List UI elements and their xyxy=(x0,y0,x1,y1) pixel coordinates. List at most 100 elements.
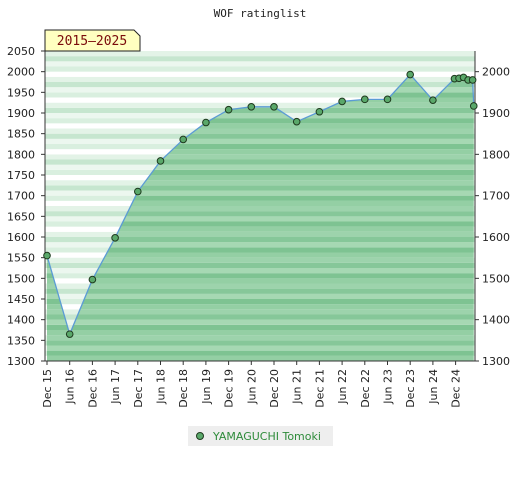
area-band xyxy=(47,293,474,299)
x-ticks: Dec 15 Jun 16 Dec 16 Jun 17 Dec 17 Jun 18 Dec … xyxy=(41,361,463,408)
data-point[interactable] xyxy=(202,118,210,127)
x-tick-label: Dec 18 xyxy=(177,369,190,408)
y-tick-label: 1800 xyxy=(7,148,35,161)
y-tick-label: 1400 xyxy=(7,314,35,327)
area-band xyxy=(47,123,474,129)
background-band xyxy=(45,56,475,62)
data-point[interactable] xyxy=(361,95,369,104)
y-tick-label: 1350 xyxy=(7,334,35,347)
area-band xyxy=(47,159,474,165)
area-band xyxy=(47,324,474,330)
area-band xyxy=(47,133,474,139)
area-band xyxy=(47,206,474,212)
background-band xyxy=(45,102,475,108)
data-point[interactable] xyxy=(88,275,97,284)
legend-marker xyxy=(196,432,204,440)
background-band xyxy=(45,97,475,103)
area-band xyxy=(47,200,474,206)
data-point[interactable] xyxy=(468,76,477,84)
x-tick-label: Jun 20 xyxy=(245,369,258,405)
area-band xyxy=(47,231,474,237)
y-ticks-right: 1300 1400 1500 1600 1700 1800 1900 2000 xyxy=(475,66,510,368)
x-tick-label: Jun 21 xyxy=(291,369,304,405)
data-point[interactable] xyxy=(315,107,324,116)
x-tick-label: Dec 16 xyxy=(86,369,99,408)
period-badge-label: 2015–2025 xyxy=(57,34,127,49)
area-band xyxy=(47,319,474,325)
data-point[interactable] xyxy=(247,103,256,111)
area-band xyxy=(47,138,474,144)
y-tick-label: 1850 xyxy=(7,128,35,141)
data-point[interactable] xyxy=(156,157,165,165)
data-point[interactable] xyxy=(292,117,301,126)
data-point[interactable] xyxy=(469,102,478,110)
x-tick-label: Jun 16 xyxy=(64,369,77,405)
data-point[interactable] xyxy=(338,97,346,106)
y-tick-label: 1600 xyxy=(7,231,35,244)
x-tick-label: Jun 22 xyxy=(336,369,349,405)
y-ticks-left: 1300 1350 1400 1450 1500 1550 1600 1650 1700 1750… xyxy=(7,45,45,368)
area-band xyxy=(47,355,474,361)
legend[interactable]: YAMAGUCHI Tomoki xyxy=(188,426,333,446)
y-tick-label: 1300 xyxy=(7,355,35,368)
area-band xyxy=(47,262,474,268)
data-point[interactable] xyxy=(224,105,233,114)
data-point[interactable] xyxy=(406,70,415,79)
area-band xyxy=(47,169,474,175)
background-band xyxy=(45,71,475,77)
area-band xyxy=(47,221,474,227)
background-band xyxy=(45,76,475,82)
area-band xyxy=(47,299,474,305)
data-point[interactable] xyxy=(43,251,51,260)
x-tick-label: Dec 21 xyxy=(313,369,326,408)
y-tick-label: 1750 xyxy=(7,169,35,182)
data-points xyxy=(43,70,478,338)
area-band xyxy=(47,268,474,274)
legend-box xyxy=(188,426,333,446)
data-point[interactable] xyxy=(429,96,437,104)
area-band xyxy=(47,185,474,191)
area-band xyxy=(47,226,474,232)
x-tick-label: Jun 17 xyxy=(109,369,122,405)
area-band xyxy=(47,175,474,181)
area-band xyxy=(47,180,474,186)
x-tick-label: Dec 19 xyxy=(223,369,236,408)
data-point[interactable] xyxy=(111,234,119,242)
data-point[interactable] xyxy=(179,135,187,144)
background-band xyxy=(45,61,475,67)
period-badge-box xyxy=(44,29,141,52)
area-band xyxy=(47,350,474,356)
area-band xyxy=(47,345,474,351)
chart-title: WOF ratinglist xyxy=(214,7,307,20)
area-band xyxy=(47,330,474,336)
x-tick-label: Dec 22 xyxy=(359,369,372,408)
background-band xyxy=(45,66,475,72)
y-tick-label: 1900 xyxy=(7,107,35,120)
y-tick-label-right: 1600 xyxy=(482,231,510,244)
area-band xyxy=(47,190,474,196)
data-point[interactable] xyxy=(383,95,392,104)
area-band xyxy=(47,257,474,263)
y-tick-label: 1500 xyxy=(7,272,35,285)
area-band xyxy=(47,309,474,315)
y-tick-label: 1950 xyxy=(7,86,35,99)
legend-series-name: YAMAGUCHI Tomoki xyxy=(212,430,321,443)
y-tick-label-right: 1700 xyxy=(482,190,510,203)
y-tick-label: 1550 xyxy=(7,252,35,265)
area-band xyxy=(47,164,474,170)
area-band xyxy=(47,288,474,294)
x-tick-label: Jun 18 xyxy=(155,369,168,405)
x-tick-label: Dec 17 xyxy=(132,369,145,408)
area-band xyxy=(47,144,474,150)
area-band xyxy=(47,128,474,134)
area-band xyxy=(47,340,474,346)
background-band xyxy=(45,82,475,88)
y-tick-label: 1650 xyxy=(7,210,35,223)
area-band xyxy=(47,149,474,155)
area-band xyxy=(47,278,474,284)
area-band xyxy=(47,211,474,217)
data-point[interactable] xyxy=(270,103,278,111)
data-point[interactable] xyxy=(65,330,74,338)
data-point[interactable] xyxy=(134,187,142,196)
